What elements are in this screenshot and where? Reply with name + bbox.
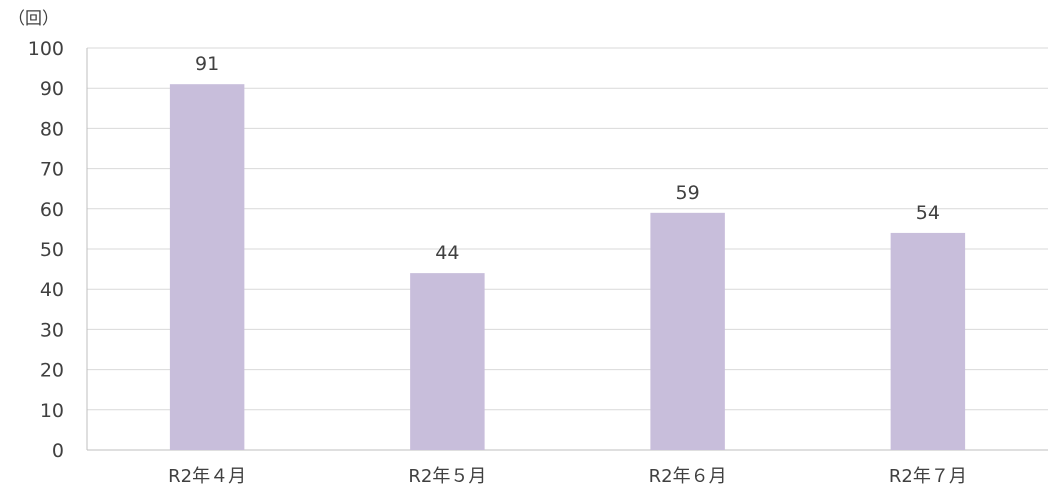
x-axis-tick-labels: R2年４月 R2年５月 R2年６月 R2年７月	[168, 466, 967, 487]
bar	[650, 212, 725, 450]
data-label: 91	[195, 53, 219, 75]
y-tick-label: 70	[40, 159, 64, 181]
bar	[169, 84, 245, 451]
data-label: 44	[435, 242, 459, 264]
y-tick-label: 60	[40, 199, 64, 221]
x-tick-label: R2年４月	[168, 466, 246, 487]
data-label: 59	[676, 182, 700, 204]
data-labels: 91 44 59 54	[195, 53, 940, 264]
x-tick-label: R2年６月	[649, 466, 727, 487]
y-axis-unit-label: （回）	[8, 9, 59, 29]
gridlines	[86, 47, 1048, 451]
y-tick-label: 0	[52, 440, 64, 462]
x-tick-label: R2年７月	[889, 466, 967, 487]
y-tick-label: 90	[40, 78, 64, 100]
y-tick-label: 30	[40, 319, 64, 341]
x-tick-label: R2年５月	[408, 466, 486, 487]
bar	[890, 232, 966, 450]
bars	[169, 84, 966, 451]
y-tick-label: 100	[28, 38, 64, 60]
y-axis-tick-labels: 0 10 20 30 40 50 60 70 80 90 100	[28, 38, 64, 462]
y-tick-label: 50	[40, 239, 64, 261]
data-label: 54	[916, 202, 940, 224]
y-tick-label: 80	[40, 118, 64, 140]
bar	[410, 273, 485, 450]
y-tick-label: 20	[40, 360, 64, 382]
y-tick-label: 40	[40, 279, 64, 301]
y-tick-label: 10	[40, 400, 64, 422]
